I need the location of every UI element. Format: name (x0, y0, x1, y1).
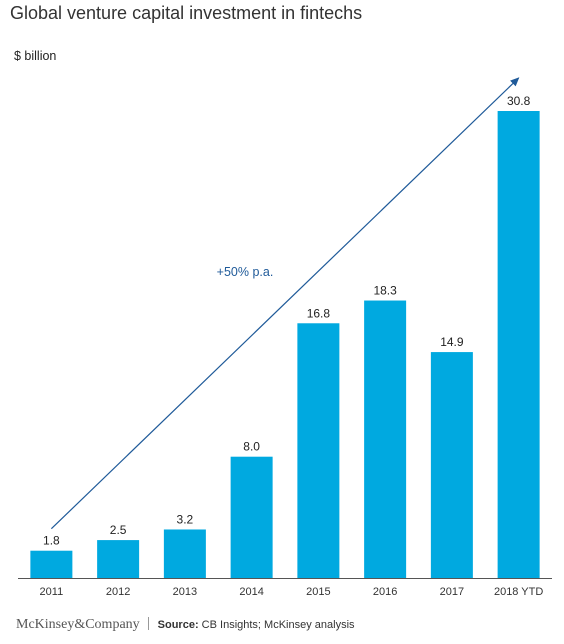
x-tick-label: 2012 (106, 586, 130, 598)
footer: McKinsey&Company Source: CB Insights; McK… (16, 617, 355, 633)
data-label: 3.2 (177, 512, 194, 526)
data-label: 14.9 (440, 335, 464, 349)
bar-2017 (430, 352, 473, 578)
growth-annotation-label: +50% p.a. (217, 265, 274, 279)
data-label: 8.0 (243, 440, 260, 454)
source-label: Source: (157, 619, 199, 631)
x-tick-label: 2016 (373, 586, 397, 598)
unit-label: $ billion (14, 49, 57, 63)
brand-logo: McKinsey&Company (16, 617, 140, 632)
x-tick-label: 2013 (173, 586, 197, 598)
bar-2012 (97, 540, 140, 578)
bar-2018-ytd (497, 111, 540, 578)
data-label: 2.5 (110, 523, 127, 537)
data-label: 16.8 (307, 306, 331, 320)
x-tick-label: 2017 (440, 586, 464, 598)
bar-2015 (297, 323, 340, 578)
bar-chart: 1.8 2.5 3.2 8.0 16.8 18.3 14.9 30.8 2011 2012 201… (18, 77, 552, 598)
bar-2013 (163, 529, 206, 578)
data-label: 18.3 (373, 284, 397, 298)
x-tick-label: 2018 YTD (494, 586, 543, 598)
x-tick-label: 2011 (40, 586, 64, 598)
bar-2014 (230, 456, 273, 578)
bar-2016 (364, 300, 407, 578)
x-tick-label: 2015 (306, 586, 330, 598)
footer-divider (147, 617, 149, 630)
x-tick-label: 2014 (239, 586, 263, 598)
growth-arrow (50, 77, 520, 530)
source-text: CB Insights; McKinsey analysis (198, 619, 355, 631)
data-label: 1.8 (43, 534, 60, 548)
bar-2011 (30, 550, 73, 578)
chart-title: Global venture capital investment in fin… (10, 3, 363, 23)
data-label: 30.8 (507, 94, 531, 108)
